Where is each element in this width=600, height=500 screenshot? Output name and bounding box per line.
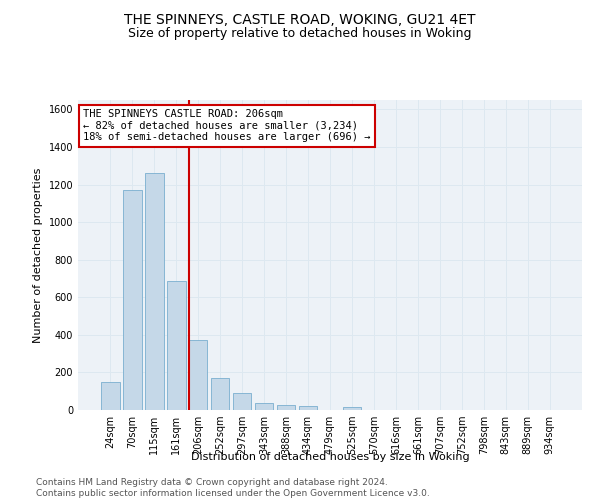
Bar xyxy=(233,394,251,410)
Y-axis label: Number of detached properties: Number of detached properties xyxy=(33,168,43,342)
Text: Distribution of detached houses by size in Woking: Distribution of detached houses by size … xyxy=(191,452,469,462)
Bar xyxy=(189,340,208,410)
Text: Contains HM Land Registry data © Crown copyright and database right 2024.
Contai: Contains HM Land Registry data © Crown c… xyxy=(36,478,430,498)
Bar xyxy=(255,404,274,410)
Text: Size of property relative to detached houses in Woking: Size of property relative to detached ho… xyxy=(128,28,472,40)
Bar xyxy=(167,282,185,410)
Bar xyxy=(101,382,119,410)
Bar xyxy=(211,378,229,410)
Bar xyxy=(277,406,295,410)
Text: THE SPINNEYS CASTLE ROAD: 206sqm
← 82% of detached houses are smaller (3,234)
18: THE SPINNEYS CASTLE ROAD: 206sqm ← 82% o… xyxy=(83,110,371,142)
Bar xyxy=(299,406,317,410)
Text: THE SPINNEYS, CASTLE ROAD, WOKING, GU21 4ET: THE SPINNEYS, CASTLE ROAD, WOKING, GU21 … xyxy=(124,12,476,26)
Bar xyxy=(343,407,361,410)
Bar xyxy=(123,190,142,410)
Bar xyxy=(145,174,164,410)
